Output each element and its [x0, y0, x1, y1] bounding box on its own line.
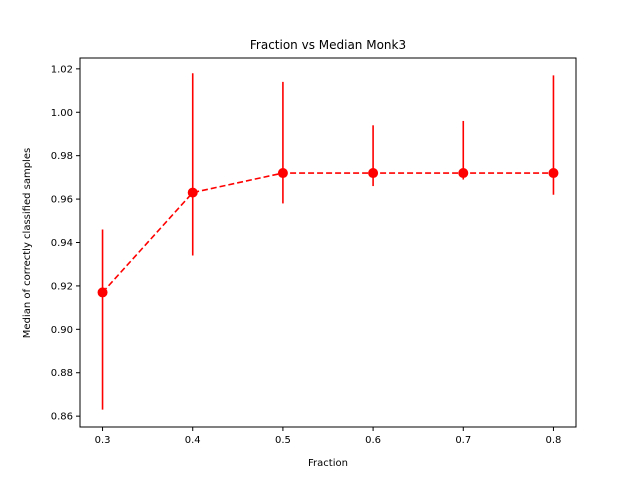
series-0-point-3	[368, 168, 379, 179]
series-0-point-4	[458, 168, 469, 179]
y-tick-label-6: 0.98	[51, 151, 73, 162]
y-tick-label-8: 1.02	[51, 64, 73, 75]
y-tick-label-1: 0.88	[51, 368, 73, 379]
series-0-point-1	[187, 187, 198, 198]
chart-title: Fraction vs Median Monk3	[250, 38, 406, 52]
plot-area: 0.3 0.4 0.5 0.6 0.7 0.8 0.86 0.88 0.90 0.92 0.94 0.…	[51, 57, 577, 446]
y-tick-label-4: 0.94	[51, 238, 73, 249]
y-tick-label-3: 0.92	[51, 281, 73, 292]
y-tick-label-5: 0.96	[51, 195, 73, 206]
x-tick-label-4: 0.7	[455, 435, 471, 446]
x-tick-label-0: 0.3	[95, 435, 111, 446]
series-0-point-0	[97, 287, 108, 298]
series-0-point-2	[277, 168, 288, 179]
x-tick-label-1: 0.4	[185, 435, 201, 446]
y-tick-label-7: 1.00	[51, 108, 73, 119]
x-axis-title: Fraction	[308, 458, 348, 469]
series-0-point-5	[548, 168, 559, 179]
x-tick-label-2: 0.5	[275, 435, 291, 446]
y-tick-label-0: 0.86	[51, 412, 73, 423]
x-tick-label-3: 0.6	[365, 435, 381, 446]
series-0-line	[101, 172, 554, 293]
y-axis-title: Median of correctly classified samples	[22, 148, 33, 338]
y-tick-label-2: 0.90	[51, 325, 73, 336]
x-tick-label-5: 0.8	[546, 435, 562, 446]
